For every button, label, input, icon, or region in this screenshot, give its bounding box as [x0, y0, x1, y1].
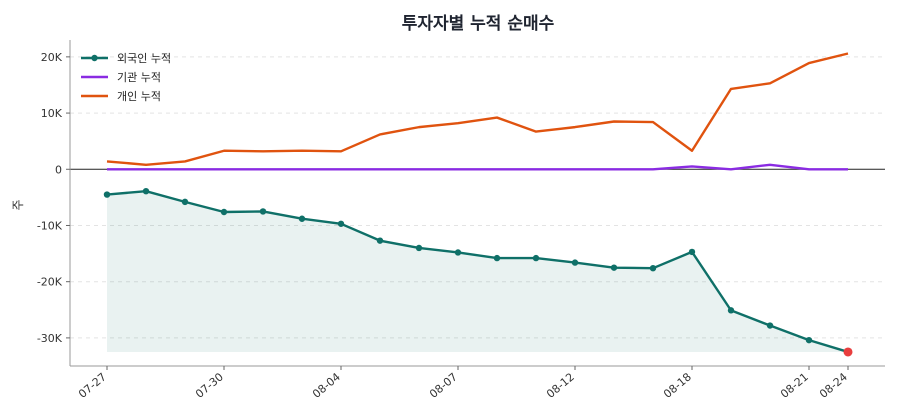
data-point	[337, 220, 345, 227]
axes	[69, 40, 885, 367]
x-tick-label: 08-18	[661, 370, 694, 401]
x-tick-label: 08-12	[544, 370, 577, 401]
data-point	[220, 208, 228, 216]
series-line	[106, 189, 849, 354]
last-point-marker	[843, 347, 853, 357]
data-point	[688, 248, 696, 256]
data-point	[142, 187, 150, 195]
legend-label: 개인 누적	[117, 90, 161, 103]
series-lines	[103, 52, 853, 357]
x-tick-label: 07-27	[76, 370, 109, 401]
x-tick-label: 08-07	[427, 370, 460, 401]
y-tick-label: 0	[55, 163, 62, 176]
y-tick-label: -30K	[37, 332, 63, 345]
chart-title: 투자자별 누적 순매수	[402, 14, 555, 34]
series-area-fill	[107, 191, 848, 352]
data-point	[376, 237, 384, 244]
y-tick-label: 10K	[41, 107, 63, 120]
y-axis-label: 주	[11, 199, 25, 210]
series-line	[107, 163, 848, 171]
legend-marker	[91, 54, 98, 62]
y-axis-ticks: -30K -20K -10K 0 10K 20K	[37, 51, 70, 345]
data-point	[415, 244, 423, 252]
x-tick-label: 08-24	[817, 370, 850, 401]
data-point	[454, 249, 462, 256]
data-point	[493, 254, 501, 262]
data-point	[805, 336, 813, 344]
x-axis-ticks: 07-27 07-30 08-04 08-07 08-12 08-18 08-21 08-24	[76, 366, 850, 401]
data-point	[610, 264, 618, 271]
legend-label: 외국인 누적	[117, 52, 171, 65]
area-fill	[107, 191, 848, 352]
data-point	[103, 191, 111, 198]
x-tick-label: 08-21	[778, 370, 811, 401]
data-point	[571, 259, 579, 266]
series-line	[106, 52, 849, 166]
data-point	[649, 265, 657, 272]
legend-label: 기관 누적	[117, 71, 161, 84]
data-point	[181, 198, 189, 206]
y-tick-label: 20K	[41, 51, 63, 64]
data-point	[766, 322, 774, 329]
data-point	[727, 307, 735, 314]
data-point	[259, 208, 267, 215]
x-tick-label: 07-30	[193, 370, 226, 401]
y-tick-label: -20K	[37, 276, 63, 289]
y-tick-label: -10K	[37, 219, 63, 232]
data-point	[298, 215, 306, 222]
x-tick-label: 08-04	[310, 370, 343, 401]
data-point	[532, 254, 540, 262]
